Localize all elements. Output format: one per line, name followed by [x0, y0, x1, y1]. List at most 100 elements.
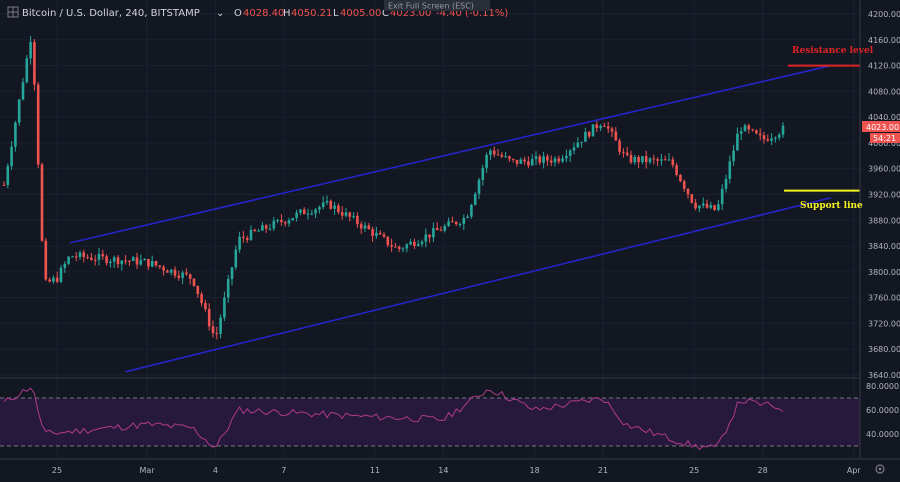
candle-body [713, 205, 716, 211]
candle-body [257, 230, 260, 232]
candle-body [409, 241, 412, 245]
high-value: 4050.21 [291, 8, 332, 19]
high-label: H [283, 8, 291, 19]
candle-body [245, 237, 249, 240]
time-axis[interactable]: 25 Mar 4 7 11 14 18 21 25 28 Apr [0, 458, 900, 475]
gear-icon[interactable] [875, 464, 885, 474]
open-label: O [234, 8, 242, 19]
candle-body [599, 125, 602, 129]
candle-body [268, 228, 272, 230]
candle-body [401, 248, 405, 250]
candle-body [565, 155, 568, 159]
candle-body [344, 212, 348, 216]
candle-body [162, 266, 165, 271]
close-value: 4023.00 [390, 8, 431, 19]
last-price-tag [862, 121, 900, 132]
candle-body [59, 267, 63, 282]
candle-body [109, 261, 112, 264]
open-value: 4028.40 [243, 8, 284, 19]
symbol-title[interactable]: Bitcoin / U.S. Dollar, 240, BITSTAMP [22, 8, 200, 19]
candle-body [743, 125, 747, 132]
candle-body [663, 159, 667, 161]
candle-body [181, 272, 184, 278]
candle-body [489, 150, 492, 155]
candle-body [709, 205, 713, 208]
candle-body [694, 202, 697, 209]
rsi-tick-label: 40.0000 [866, 430, 899, 439]
chevron-down-icon[interactable]: ⌄ [216, 8, 224, 19]
candle-body [93, 259, 97, 261]
candle-body [6, 166, 10, 185]
candle-body [546, 156, 549, 161]
channel-upper-line[interactable] [69, 64, 832, 244]
candle-body [736, 133, 739, 151]
candle-body [215, 333, 219, 335]
candle-body [40, 164, 44, 241]
time-tick-label: Mar [139, 466, 155, 475]
candle-body [644, 156, 648, 163]
candle-body [192, 278, 196, 286]
candle-body [766, 139, 770, 141]
candle-body [774, 137, 777, 139]
candle-body [101, 253, 105, 257]
candle-body [690, 194, 694, 203]
candle-body [78, 252, 82, 258]
countdown-tag [870, 133, 900, 143]
candle-body [641, 156, 644, 163]
channel-lower-line[interactable] [125, 196, 832, 373]
candle-body [21, 82, 25, 100]
candle-body [777, 134, 781, 138]
candle-body [329, 200, 333, 209]
time-tick-label: 4 [213, 466, 218, 475]
price-tick-label: 4040.00 [868, 113, 900, 122]
candle-body [739, 131, 743, 134]
candle-body [86, 256, 89, 258]
candle-body [762, 135, 766, 140]
candle-body [158, 265, 162, 267]
time-tick-label: 14 [438, 466, 448, 475]
candle-body [185, 272, 188, 275]
time-tick-label: Apr [847, 466, 862, 475]
candle-body [435, 228, 439, 231]
price-tick-label: 3880.00 [868, 216, 900, 225]
price-tick-label: 4000.00 [868, 139, 900, 148]
candle-body [405, 244, 409, 249]
price-tick-label: 4080.00 [868, 87, 900, 96]
candle-body [116, 257, 120, 265]
candle-body [97, 253, 101, 260]
candle-body [204, 303, 207, 310]
candle-body [337, 205, 340, 213]
candle-body [420, 241, 424, 245]
candle-body [671, 159, 675, 166]
candle-body [667, 159, 671, 161]
change-value: -4.40 (-0.11%) [436, 8, 508, 19]
candle-body [561, 158, 564, 162]
price-axis[interactable]: 4200.00 4160.00 4120.00 4080.00 4040.00 4000.… [859, 0, 900, 458]
candle-body [720, 188, 724, 205]
candle-body [82, 252, 86, 257]
candlestick-series[interactable] [2, 35, 785, 340]
price-tick-label: 4160.00 [868, 36, 900, 45]
candle-body [454, 221, 458, 225]
candle-body [542, 156, 545, 163]
candle-body [682, 181, 686, 189]
candle-body [755, 130, 758, 134]
candle-body [52, 277, 55, 282]
candle-body [606, 126, 610, 129]
candle-body [637, 157, 640, 163]
candle-body [534, 156, 538, 160]
candle-body [413, 241, 416, 246]
candle-body [515, 159, 519, 164]
candle-body [747, 125, 751, 130]
candle-body [504, 156, 507, 158]
time-tick-label: 18 [530, 466, 540, 475]
resistance-label: Resistance level [792, 46, 874, 56]
candle-body [481, 168, 485, 180]
candle-body [10, 146, 13, 167]
candle-body [90, 257, 93, 260]
rsi-axis[interactable]: 80.0000 60.0000 40.0000 [866, 382, 899, 439]
candle-body [173, 269, 177, 276]
candle-body [124, 260, 127, 262]
time-tick-label: 21 [598, 466, 608, 475]
